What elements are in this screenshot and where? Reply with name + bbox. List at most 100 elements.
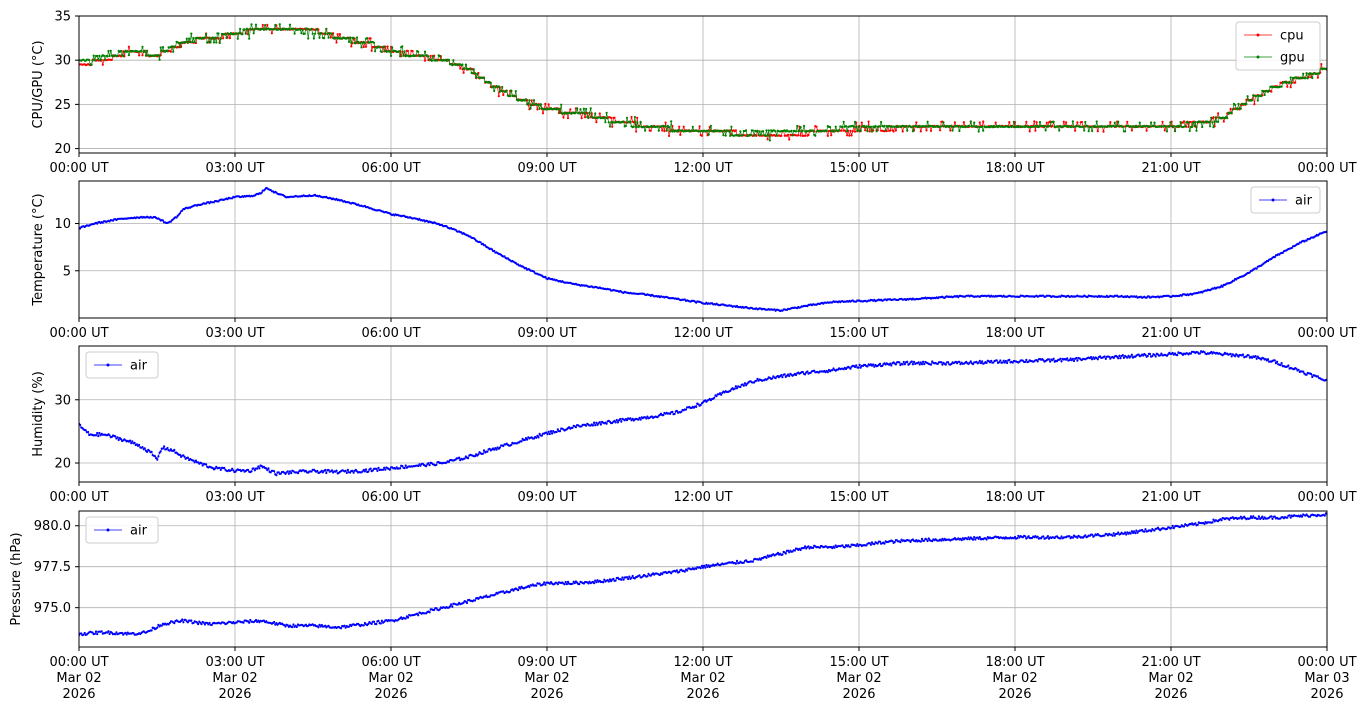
data-point	[391, 46, 394, 49]
data-point	[471, 72, 474, 75]
data-point	[1121, 125, 1124, 128]
data-point	[1045, 121, 1048, 124]
data-point	[182, 621, 185, 624]
data-point	[614, 421, 617, 424]
y-axis-label: Temperature (°C)	[31, 193, 46, 306]
data-point	[1274, 362, 1277, 365]
data-point	[436, 59, 439, 62]
data-point	[1212, 116, 1215, 119]
data-point	[1130, 129, 1133, 132]
data-point	[1297, 242, 1300, 246]
data-point	[665, 129, 668, 132]
data-point	[853, 120, 857, 123]
data-point	[363, 41, 366, 45]
legend-label: gpu	[1280, 51, 1305, 66]
data-point	[830, 134, 833, 137]
data-point	[951, 129, 954, 132]
data-point	[94, 434, 98, 437]
data-point	[743, 382, 747, 385]
data-point	[549, 430, 553, 433]
data-point	[699, 403, 702, 407]
data-point	[527, 102, 530, 105]
x-tick-label: 12:00 UT	[673, 161, 732, 176]
data-point	[126, 50, 129, 53]
data-point	[1213, 120, 1216, 123]
data-point	[288, 470, 292, 473]
data-point	[1200, 121, 1203, 124]
data-point	[305, 27, 309, 30]
data-point	[200, 462, 203, 465]
data-point	[246, 468, 250, 471]
data-point	[936, 362, 940, 365]
data-point	[1226, 117, 1229, 120]
data-point	[1083, 129, 1086, 132]
data-point	[791, 134, 794, 137]
data-point	[93, 59, 96, 62]
data-point	[645, 417, 648, 420]
data-point	[1239, 107, 1242, 110]
data-point	[146, 450, 149, 453]
data-point	[84, 429, 87, 432]
data-point	[451, 64, 454, 67]
data-point	[958, 360, 961, 363]
data-point	[417, 614, 420, 617]
data-point	[482, 449, 486, 452]
data-point	[186, 41, 189, 44]
data-point	[639, 418, 642, 421]
data-point	[482, 76, 486, 80]
data-point	[181, 209, 184, 212]
data-point	[375, 467, 378, 470]
data-point	[1176, 354, 1179, 357]
data-point	[911, 363, 915, 366]
data-point	[1037, 125, 1040, 129]
data-point	[462, 71, 465, 74]
data-point	[318, 36, 321, 39]
data-point	[347, 40, 351, 44]
data-point	[637, 418, 640, 421]
data-point	[548, 432, 551, 436]
data-point	[400, 616, 403, 619]
data-point	[1163, 129, 1166, 132]
data-point	[158, 58, 161, 61]
data-point	[539, 103, 542, 106]
data-point	[866, 130, 869, 133]
data-point	[88, 58, 91, 62]
data-point	[1305, 239, 1308, 242]
legend-box	[1235, 21, 1321, 71]
data-point	[274, 23, 277, 27]
data-point	[316, 469, 319, 473]
data-point	[1001, 361, 1004, 364]
data-point	[569, 108, 572, 111]
data-point	[562, 116, 565, 119]
data-point	[493, 249, 496, 252]
data-point	[739, 130, 742, 133]
data-point	[1270, 90, 1273, 93]
data-point	[97, 435, 100, 438]
data-point	[644, 129, 647, 132]
data-point	[663, 130, 666, 133]
data-point	[335, 41, 338, 44]
data-point	[574, 111, 578, 114]
data-point	[266, 23, 269, 26]
data-point	[841, 125, 844, 129]
data-point	[489, 81, 492, 84]
data-point	[669, 130, 672, 133]
data-point	[678, 125, 681, 128]
data-point	[262, 28, 265, 31]
data-point	[1281, 251, 1284, 254]
data-point	[635, 125, 638, 129]
data-point	[797, 134, 800, 137]
data-point	[417, 50, 420, 53]
data-point	[975, 360, 978, 363]
data-point	[372, 620, 376, 623]
data-point	[1246, 95, 1249, 98]
data-point	[262, 619, 265, 622]
data-point	[826, 371, 829, 374]
data-point	[467, 457, 470, 460]
data-point	[1012, 120, 1016, 123]
data-point	[850, 134, 853, 137]
data-point	[354, 42, 357, 45]
data-point	[121, 631, 124, 635]
data-point	[475, 76, 478, 79]
data-point	[883, 124, 886, 127]
